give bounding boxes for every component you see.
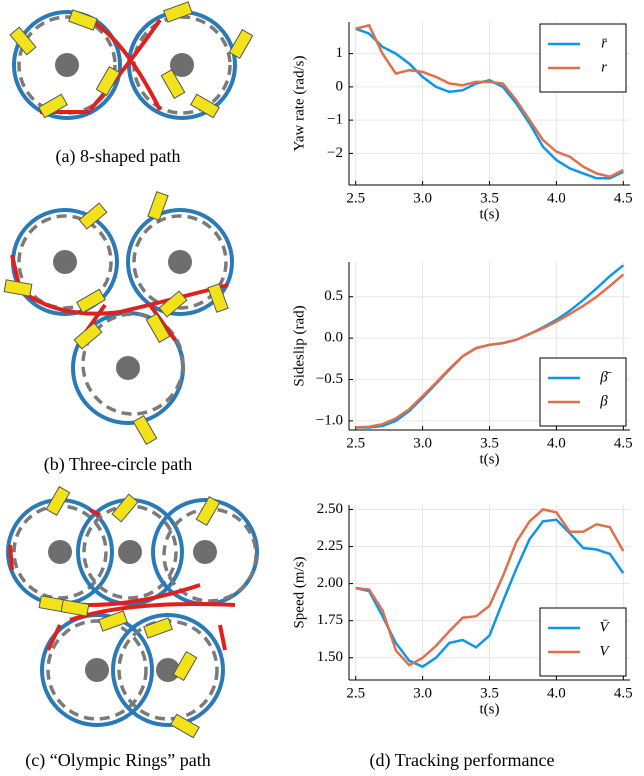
- series-line: [355, 23, 624, 179]
- legend-label: V̄: [599, 619, 610, 635]
- x-tick-label: 4.0: [547, 435, 566, 451]
- caption: (a) 8-shaped path: [56, 146, 181, 167]
- y-tick-label: 0.5: [324, 288, 343, 304]
- y-tick-label: 0.0: [324, 330, 343, 346]
- y-tick-label: 1: [336, 45, 344, 61]
- y-tick-label: 2.50: [317, 501, 343, 517]
- x-tick-label: 3.0: [413, 685, 432, 701]
- x-tick-label: 4.0: [547, 685, 566, 701]
- legend-label: r: [601, 59, 607, 75]
- x-tick-label: 4.5: [614, 435, 633, 451]
- y-axis-label: Yaw rate (rad/s): [291, 56, 307, 152]
- caption: (b) Three-circle path: [44, 454, 193, 475]
- x-tick-label: 3.5: [480, 190, 499, 206]
- caption: (c) “Olympic Rings” path: [25, 750, 210, 771]
- x-tick-label: 4.5: [614, 685, 633, 701]
- y-tick-label: 0: [336, 78, 344, 94]
- y-tick-label: 2.25: [317, 538, 343, 554]
- path-8-shaped: [9, 1, 254, 120]
- x-tick-label: 3.0: [413, 435, 432, 451]
- y-axis-label: Sideslip (rad): [291, 305, 307, 386]
- y-tick-label: 1.75: [317, 612, 343, 628]
- y-tick-label: 2.00: [317, 575, 343, 591]
- x-tick-label: 4.0: [547, 190, 566, 206]
- x-tick-label: 2.5: [346, 685, 365, 701]
- x-axis-label: t(s): [480, 451, 500, 467]
- legend-box: [539, 23, 627, 93]
- series-line: [355, 508, 625, 667]
- path-three-circle: [3, 191, 234, 445]
- series-line: [355, 27, 624, 180]
- y-tick-label: −1.0: [316, 412, 343, 428]
- x-tick-label: 3.5: [480, 435, 499, 451]
- series-line: [355, 518, 625, 669]
- x-tick-label: 4.5: [614, 190, 633, 206]
- legend-box: [539, 357, 627, 427]
- legend-label: β: [599, 393, 608, 409]
- path-olympic-rings: [6, 486, 259, 739]
- caption: (d) Tracking performance: [370, 750, 555, 771]
- series-line: [355, 273, 625, 429]
- legend-label: r̄: [601, 35, 607, 51]
- y-tick-label: 1.50: [317, 649, 343, 665]
- y-tick-label: −1: [327, 112, 343, 128]
- x-tick-label: 2.5: [346, 435, 365, 451]
- legend-label: V: [599, 643, 610, 659]
- y-tick-label: −0.5: [316, 371, 343, 387]
- x-axis-label: t(s): [480, 206, 500, 222]
- legend-box: [539, 607, 627, 677]
- x-tick-label: 3.5: [480, 685, 499, 701]
- y-tick-label: −2: [327, 145, 343, 161]
- x-tick-label: 2.5: [346, 190, 365, 206]
- x-axis-label: t(s): [480, 701, 500, 717]
- y-axis-label: Speed (m/s): [291, 556, 307, 628]
- x-tick-label: 3.0: [413, 190, 432, 206]
